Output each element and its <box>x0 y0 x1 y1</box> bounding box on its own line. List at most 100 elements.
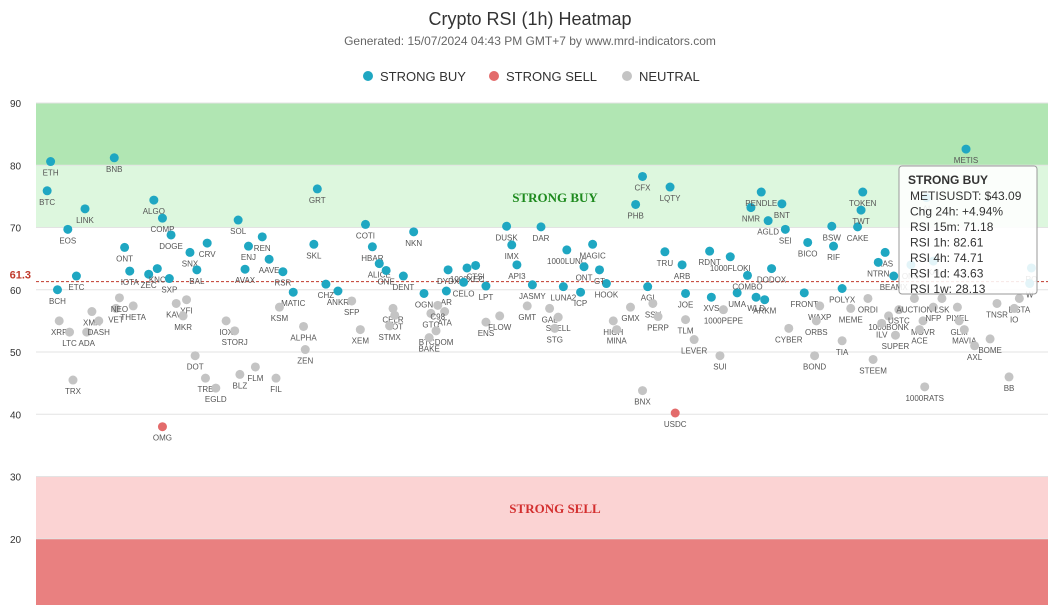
coin-point-eth[interactable] <box>46 157 56 167</box>
coin-point-tlm[interactable] <box>681 315 691 325</box>
coin-point-ada[interactable] <box>82 327 92 337</box>
coin-point-ont[interactable] <box>579 262 589 272</box>
coin-point-bico[interactable] <box>803 237 813 247</box>
coin-point-chz[interactable] <box>321 279 331 289</box>
coin-point-blz[interactable] <box>235 369 245 379</box>
coin-point-gmx[interactable] <box>625 302 635 312</box>
coin-point-ata[interactable] <box>440 307 450 317</box>
coin-point-bnb[interactable] <box>109 153 119 163</box>
coin-point-1000xec[interactable] <box>462 263 472 273</box>
coin-point-snx[interactable] <box>185 247 195 257</box>
coin-point-perp[interactable] <box>653 312 663 322</box>
coin-point-iox[interactable] <box>221 316 231 326</box>
coin-point-token[interactable] <box>858 187 868 197</box>
coin-point-orbs[interactable] <box>811 316 821 326</box>
coin-point-meme[interactable] <box>846 303 856 313</box>
coin-points[interactable]: ETHBTCEOSLINKETCBCHBNBALGOCOMPDOGEONTIOT… <box>39 144 1037 443</box>
coin-point-jasmy[interactable] <box>527 280 537 290</box>
coin-point-io[interactable] <box>1009 303 1019 313</box>
coin-point-dent[interactable] <box>398 271 408 281</box>
coin-point-ont[interactable] <box>120 242 130 252</box>
coin-point-algo[interactable] <box>149 195 159 205</box>
coin-point-beamx[interactable] <box>889 271 899 281</box>
coin-point-skl[interactable] <box>309 239 319 249</box>
coin-point-one[interactable] <box>381 265 391 275</box>
coin-point-knc[interactable] <box>152 264 162 274</box>
coin-point-grt[interactable] <box>312 184 322 194</box>
legend-label[interactable]: NEUTRAL <box>639 69 700 84</box>
coin-point-1000bonk[interactable] <box>884 311 894 321</box>
coin-point-ltc[interactable] <box>65 327 75 337</box>
coin-point-flow[interactable] <box>495 311 505 321</box>
coin-point-polyx[interactable] <box>837 284 847 294</box>
coin-point-celr[interactable] <box>388 303 398 313</box>
coin-point-1000floki[interactable] <box>725 252 735 262</box>
coin-point-gmt[interactable] <box>522 301 532 311</box>
coin-point-cfx[interactable] <box>638 171 648 181</box>
coin-point-lpt[interactable] <box>481 281 491 291</box>
coin-point-metis[interactable] <box>961 144 971 154</box>
coin-point-agi[interactable] <box>643 282 653 292</box>
coin-point-tia[interactable] <box>837 336 847 346</box>
coin-point-joe[interactable] <box>681 288 691 298</box>
coin-point-hbar[interactable] <box>367 242 377 252</box>
coin-point-arkm[interactable] <box>760 295 770 305</box>
coin-point-doge[interactable] <box>166 230 176 240</box>
coin-point-1000pepe[interactable] <box>718 305 728 315</box>
coin-point-super[interactable] <box>890 330 900 340</box>
coin-point-ntrn[interactable] <box>873 257 883 267</box>
coin-point-combo[interactable] <box>742 270 752 280</box>
coin-point-gal[interactable] <box>545 303 555 313</box>
coin-point-lqty[interactable] <box>665 182 675 192</box>
coin-point-c98[interactable] <box>433 300 443 310</box>
coin-point-pendle[interactable] <box>756 187 766 197</box>
coin-point-storj[interactable] <box>230 326 240 336</box>
coin-point-stmx[interactable] <box>385 321 395 331</box>
coin-point-btc[interactable] <box>42 186 52 196</box>
coin-point-zen[interactable] <box>300 345 310 355</box>
coin-point-dodox[interactable] <box>767 264 777 274</box>
coin-point-kava[interactable] <box>171 298 181 308</box>
coin-point-lista[interactable] <box>1014 293 1024 303</box>
coin-point-uma[interactable] <box>732 288 742 298</box>
coin-point-gt[interactable] <box>595 265 605 275</box>
coin-point-nfp[interactable] <box>928 302 938 312</box>
coin-point-iota[interactable] <box>125 266 135 276</box>
coin-point-trx[interactable] <box>68 375 78 385</box>
coin-point-flm[interactable] <box>250 362 260 372</box>
coin-point-yfi[interactable] <box>182 295 192 305</box>
coin-point-mina[interactable] <box>612 325 622 335</box>
coin-point-bal[interactable] <box>192 265 202 275</box>
coin-point-celo[interactable] <box>459 277 469 287</box>
coin-point-ace[interactable] <box>915 325 925 335</box>
coin-point-lsk[interactable] <box>937 293 947 303</box>
coin-point-omg[interactable] <box>157 422 167 432</box>
coin-point-aave[interactable] <box>264 254 274 264</box>
coin-point-front[interactable] <box>799 288 809 298</box>
coin-point-ilv[interactable] <box>877 318 887 328</box>
coin-point-1000lunc[interactable] <box>562 245 572 255</box>
coin-point-sfp[interactable] <box>347 296 357 306</box>
coin-point-phb[interactable] <box>631 199 641 209</box>
coin-point-dash[interactable] <box>94 316 104 326</box>
coin-point-tnsr[interactable] <box>992 298 1002 308</box>
coin-point-neo[interactable] <box>114 293 124 303</box>
coin-point-link[interactable] <box>80 204 90 214</box>
coin-point-bb[interactable] <box>1004 372 1014 382</box>
coin-point-egld[interactable] <box>211 383 221 393</box>
coin-point-ankr[interactable] <box>333 286 343 296</box>
coin-point-sol[interactable] <box>233 215 243 225</box>
coin-point-bch[interactable] <box>52 285 62 295</box>
coin-point-1000rats[interactable] <box>920 382 930 392</box>
coin-point-rdnt[interactable] <box>705 246 715 256</box>
coin-point-coti[interactable] <box>360 219 370 229</box>
coin-point-auction[interactable] <box>909 293 919 303</box>
coin-point-ksm[interactable] <box>274 302 284 312</box>
coin-point-dusk[interactable] <box>502 221 512 231</box>
coin-point-ordi[interactable] <box>863 293 873 303</box>
coin-point-xmr[interactable] <box>87 307 97 317</box>
coin-point-nmr[interactable] <box>746 203 756 213</box>
coin-point-movr[interactable] <box>918 316 928 326</box>
legend-label[interactable]: STRONG SELL <box>506 69 597 84</box>
coin-point-sei[interactable] <box>780 224 790 234</box>
